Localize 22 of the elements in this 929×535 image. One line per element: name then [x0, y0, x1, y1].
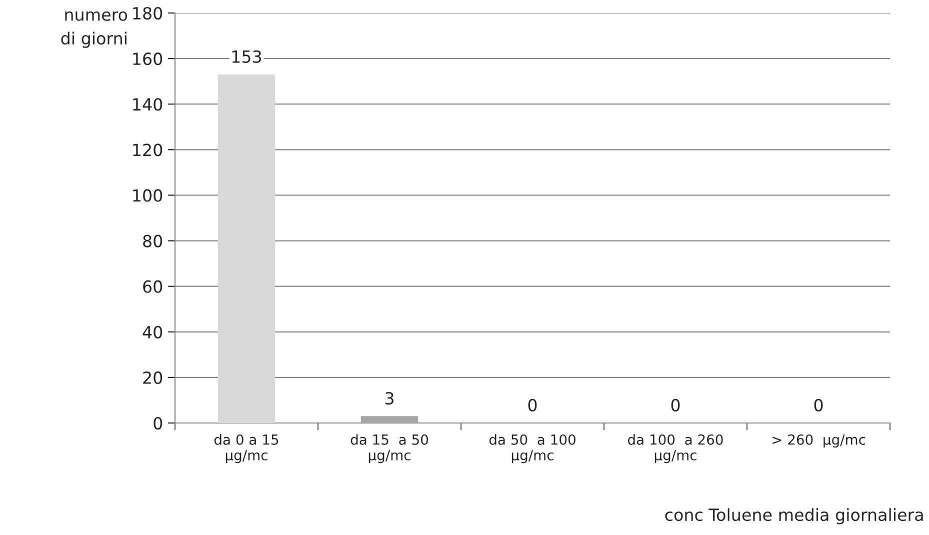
- x-axis-title: conc Toluene media giornaliera: [665, 508, 923, 524]
- y-tick-label: 160: [133, 52, 162, 66]
- x-tick-label: da 15 a 50 µg/mc: [350, 434, 428, 464]
- y-tick-label: 180: [133, 6, 162, 20]
- y-tick-label: 20: [143, 371, 162, 384]
- data-label: 0: [814, 398, 823, 412]
- x-tick-label: da 100 a 260 µg/mc: [628, 434, 723, 464]
- data-label: 3: [385, 392, 394, 405]
- x-tick-label: da 50 a 100 µg/mc: [489, 434, 576, 464]
- y-tick-label: 0: [154, 416, 162, 430]
- y-tick-label: 40: [142, 326, 162, 338]
- x-tick-label: da 0 a 15 µg/mc: [214, 434, 278, 464]
- x-tick-label: > 260 µg/mc: [772, 434, 866, 448]
- y-tick-label: 60: [143, 280, 162, 293]
- data-label: 0: [671, 398, 680, 412]
- y-tick-label: 120: [133, 144, 162, 156]
- data-label: 0: [528, 398, 537, 412]
- y-tick-label: 140: [133, 98, 162, 111]
- y-axis-title: numero di giorni: [61, 11, 128, 48]
- y-tick-label: 100: [133, 189, 162, 202]
- data-label: 153: [232, 50, 262, 63]
- y-tick-label: 80: [143, 234, 162, 248]
